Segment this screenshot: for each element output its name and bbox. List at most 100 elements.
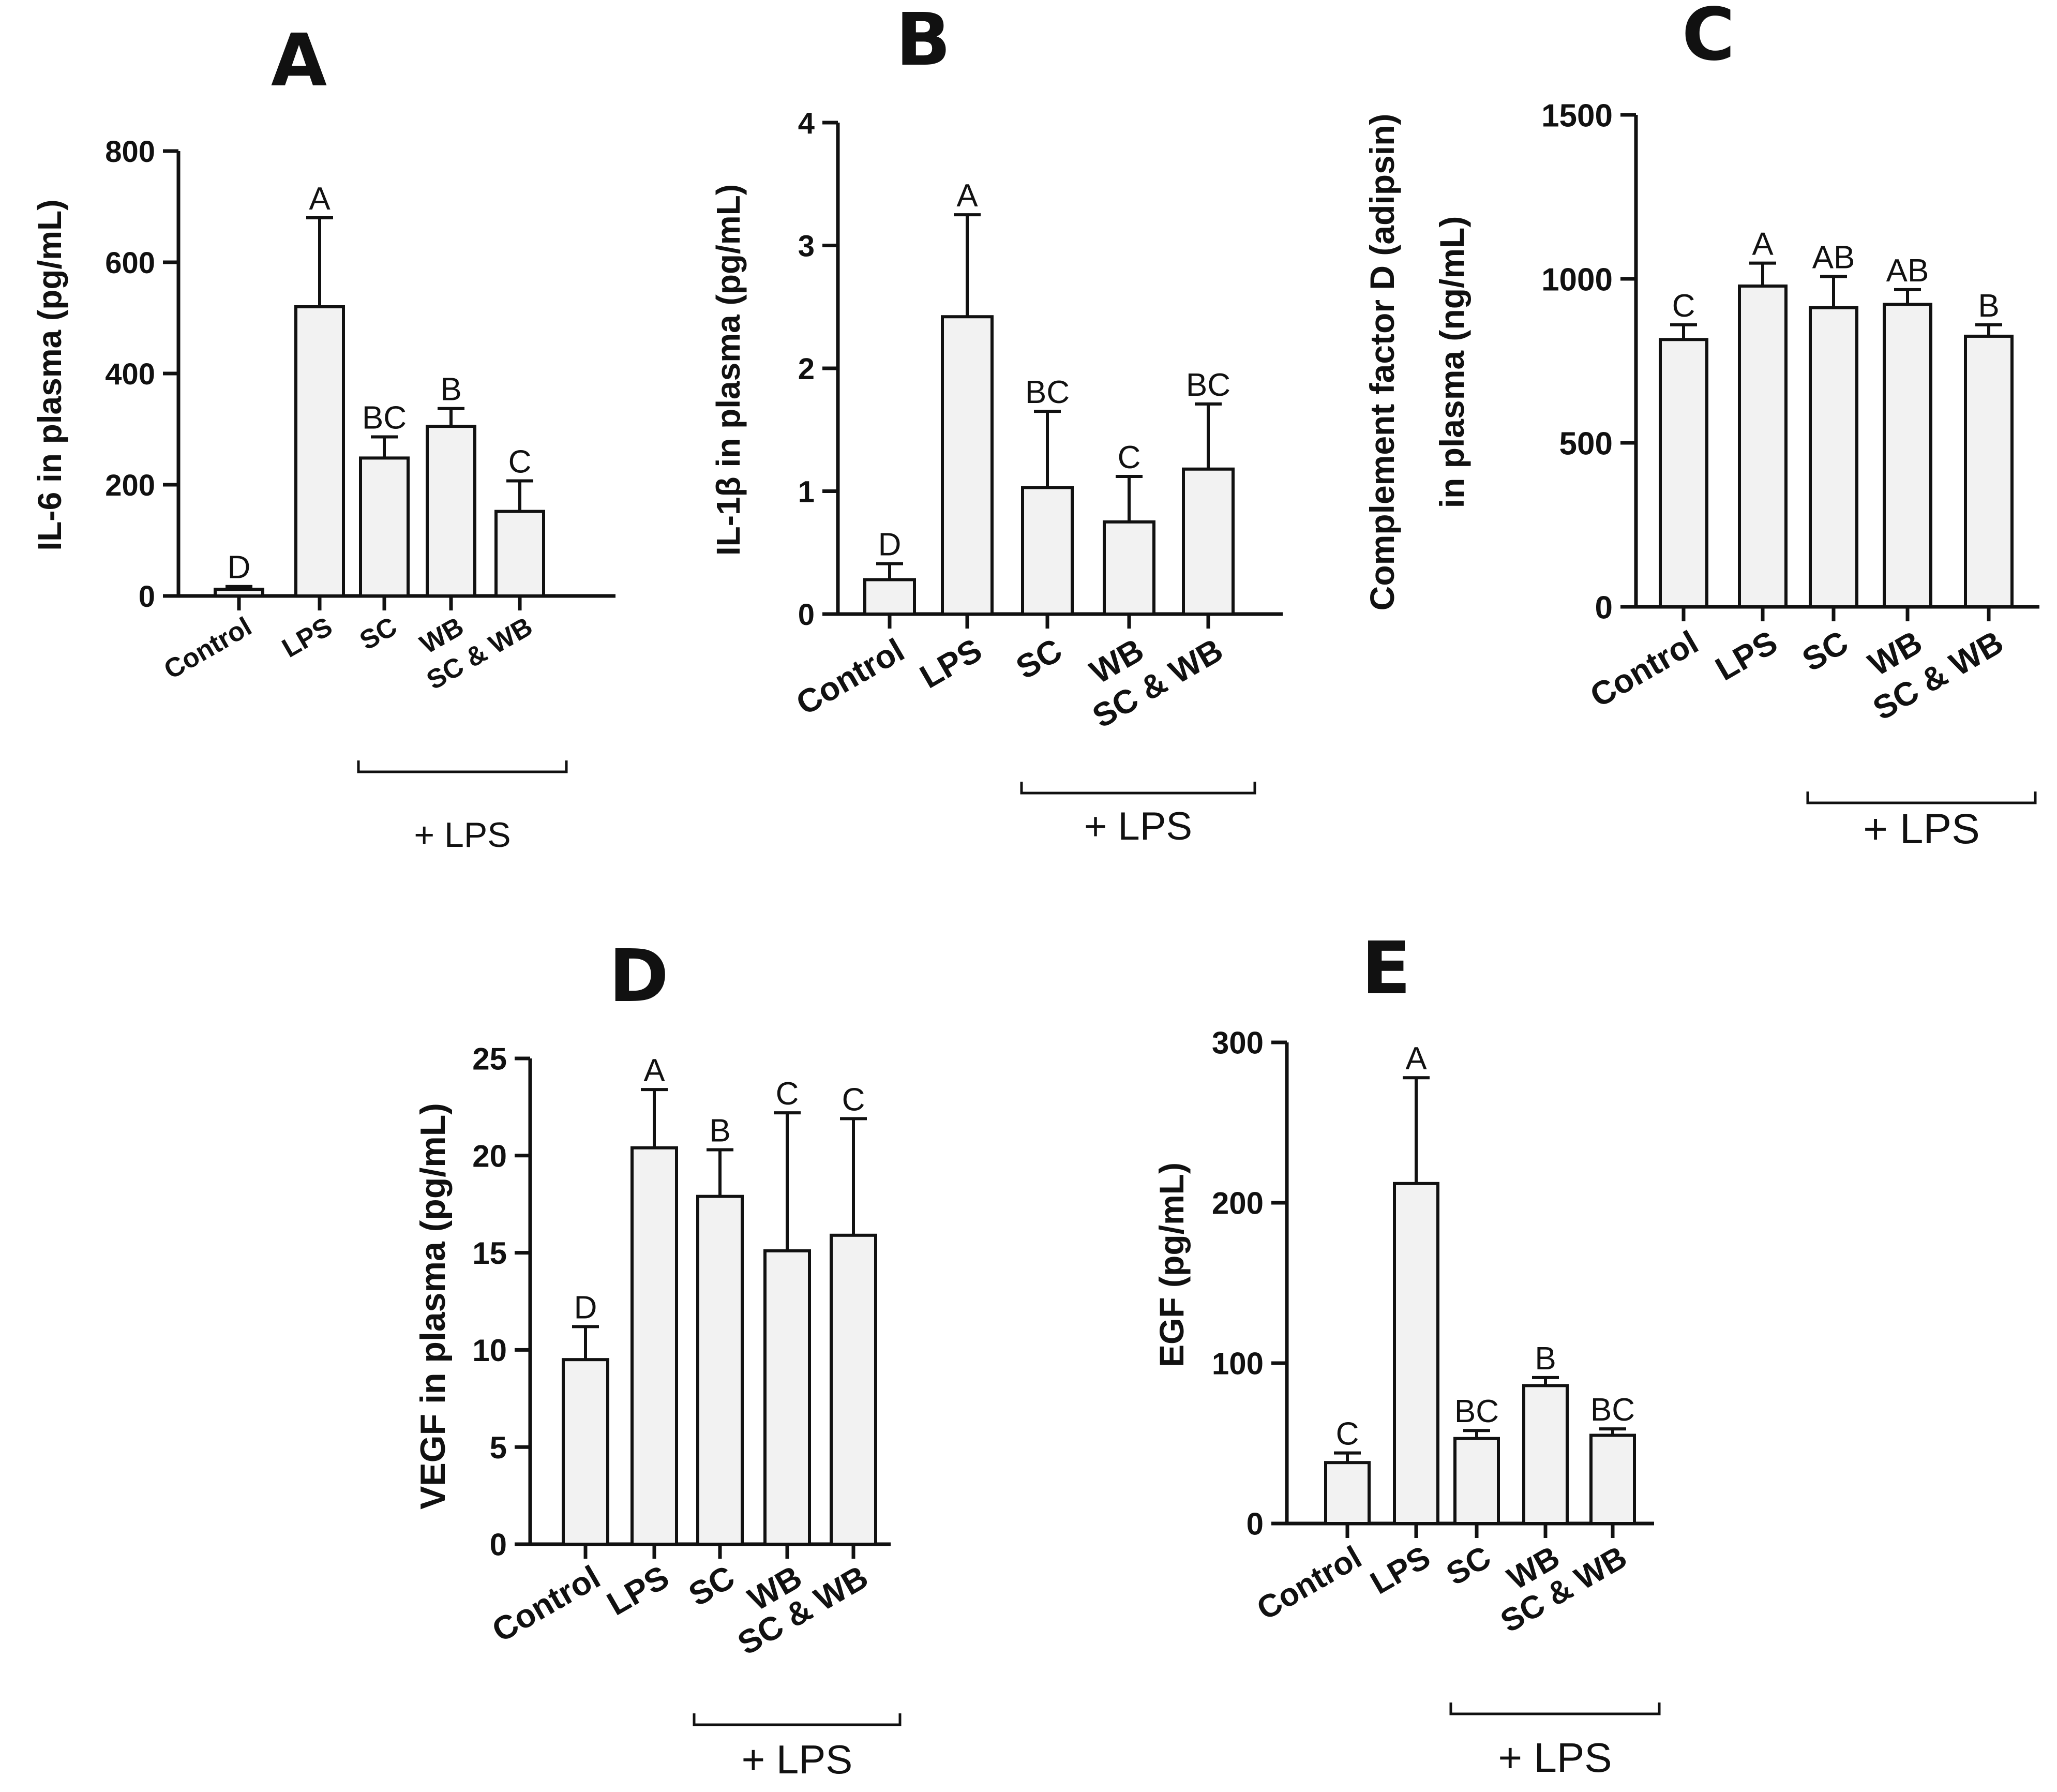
significance-label-a: D	[228, 550, 251, 586]
bar-d	[830, 1233, 877, 1546]
significance-label-a: C	[508, 444, 532, 480]
y-tick-label-b: 1	[798, 475, 815, 509]
significance-label-e: BC	[1454, 1394, 1499, 1429]
bar-c	[1738, 284, 1788, 608]
y-tick-label-e: 0	[1247, 1507, 1264, 1542]
bar-d	[630, 1146, 678, 1546]
significance-label-a: A	[309, 181, 331, 217]
y-tick-label-a: 0	[139, 580, 155, 614]
bar-e	[1522, 1384, 1569, 1525]
panel-c: C Complement factor D (adipsin) in plasma …	[1363, 0, 2039, 853]
y-tick-label-b: 0	[798, 598, 815, 632]
bar-c	[1883, 303, 1932, 608]
category-label-d: SC	[682, 1558, 741, 1614]
y-axis-label-2-c: in plasma (ng/mL)	[1433, 216, 1471, 509]
y-tick-label-c: 1000	[1541, 262, 1613, 297]
y-tick-label-e: 100	[1212, 1347, 1264, 1381]
significance-label-a: BC	[362, 400, 407, 436]
y-axis-label-e: EGF (pg/mL)	[1152, 1162, 1191, 1367]
significance-label-c: A	[1752, 227, 1774, 262]
y-tick-label-e: 300	[1212, 1026, 1264, 1061]
bar-b	[1103, 520, 1155, 616]
category-label-a: LPS	[277, 611, 338, 664]
group-label-b: + LPS	[1084, 804, 1192, 848]
y-tick-label-c: 0	[1595, 590, 1613, 625]
category-label-a: Control	[159, 611, 257, 685]
y-axis-label-c: Complement factor D (adipsin)	[1363, 114, 1401, 611]
bar-d	[696, 1194, 744, 1546]
bar-c	[1659, 338, 1708, 608]
y-axis-label-d: VEGF in plasma (pg/mL)	[413, 1103, 453, 1510]
significance-label-c: AB	[1886, 253, 1929, 289]
category-label-d: Control	[486, 1558, 606, 1649]
category-label-c: Control	[1584, 623, 1704, 714]
bar-b	[1182, 467, 1235, 616]
category-label-b: Control	[790, 631, 910, 722]
bar-d	[562, 1358, 609, 1546]
bar-a	[214, 588, 264, 598]
significance-label-d: B	[709, 1113, 730, 1149]
y-tick-label-d: 5	[490, 1430, 507, 1465]
y-tick-label-d: 25	[472, 1042, 507, 1077]
significance-label-d: D	[574, 1290, 597, 1325]
significance-label-d: A	[643, 1053, 665, 1088]
y-tick-label-d: 15	[472, 1236, 507, 1271]
category-label-b: SC	[1010, 631, 1068, 686]
significance-label-e: B	[1535, 1341, 1556, 1377]
significance-label-b: A	[956, 178, 978, 214]
panel-title-e: E	[1361, 927, 1411, 1011]
bar-a	[294, 305, 345, 598]
bar-a	[494, 510, 545, 598]
bar-d	[763, 1249, 811, 1546]
y-tick-label-d: 20	[472, 1139, 507, 1173]
bar-e	[1453, 1437, 1500, 1525]
category-label-b: LPS	[913, 631, 988, 696]
group-label-d: + LPS	[742, 1737, 853, 1782]
bar-b	[863, 578, 916, 616]
group-bracket-a	[357, 760, 568, 773]
category-label-e: SC	[1440, 1539, 1497, 1592]
bar-c	[1964, 334, 2014, 608]
significance-label-b: D	[878, 527, 902, 563]
y-tick-label-b: 2	[798, 352, 815, 386]
group-label-e: + LPS	[1498, 1735, 1612, 1781]
bar-a	[359, 456, 410, 598]
category-label-c: LPS	[1709, 623, 1783, 688]
category-label-a: SC	[355, 611, 402, 656]
significance-label-e: A	[1405, 1041, 1427, 1077]
significance-label-c: AB	[1812, 240, 1855, 276]
group-label-c: + LPS	[1863, 805, 1980, 853]
category-label-e: Control	[1251, 1539, 1368, 1627]
group-label-a: + LPS	[414, 815, 511, 855]
y-tick-label-c: 1500	[1541, 98, 1613, 133]
category-label-c: SC	[1796, 623, 1854, 679]
panel-a: A IL-6 in plasma (pg/mL) 0 200 400 600 800 D Con…	[31, 19, 615, 855]
y-tick-label-a: 400	[105, 357, 155, 391]
significance-label-e: C	[1336, 1416, 1359, 1452]
panel-title-a: A	[271, 19, 327, 103]
y-axis-label-a: IL-6 in plasma (pg/mL)	[31, 199, 68, 550]
panel-title-c: C	[1682, 0, 1735, 77]
bar-a	[426, 425, 476, 598]
y-axis-label-b: IL-1β in plasma (pg/mL)	[710, 184, 747, 556]
significance-label-b: BC	[1025, 375, 1070, 410]
panel-title-b: B	[896, 0, 951, 82]
group-bracket-c	[1806, 792, 2037, 804]
bar-e	[1589, 1433, 1636, 1525]
significance-label-a: B	[440, 372, 461, 408]
y-tick-label-c: 500	[1559, 426, 1613, 461]
bar-c	[1809, 306, 1858, 608]
panel-title-d: D	[609, 934, 669, 1019]
bar-b	[941, 315, 994, 616]
group-bracket-d	[693, 1713, 902, 1726]
category-label-d: SC & WB	[731, 1558, 874, 1662]
y-tick-label-b: 3	[798, 229, 815, 263]
significance-label-c: C	[1672, 288, 1695, 324]
group-bracket-e	[1449, 1703, 1661, 1715]
y-tick-label-a: 600	[105, 246, 155, 280]
significance-label-b: C	[1118, 440, 1141, 475]
category-label-e: LPS	[1364, 1539, 1436, 1601]
group-bracket-b	[1020, 782, 1256, 795]
